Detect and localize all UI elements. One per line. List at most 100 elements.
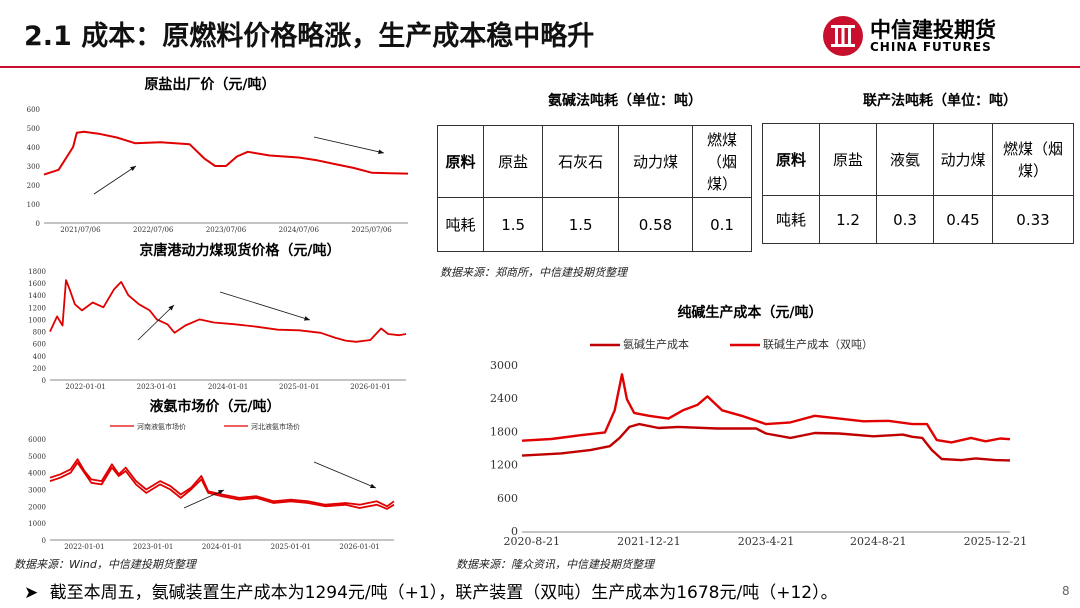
x-tick-label: 2020-8-21: [504, 535, 560, 548]
y-tick-label: 1400: [28, 292, 46, 300]
arrow-head: [130, 166, 136, 172]
y-tick-label: 3000: [28, 487, 46, 495]
table-row-label: 吨耗: [762, 195, 820, 244]
y-tick-label: 100: [27, 201, 40, 209]
x-tick-label: 2025-01-01: [279, 383, 319, 391]
y-tick-label: 6000: [28, 436, 46, 444]
arrow-head: [370, 483, 376, 489]
y-tick-label: 0: [36, 220, 40, 228]
table-cell: 0.1: [692, 197, 752, 252]
page-title: 2.1 成本：原燃料价格略涨，生产成本稳中略升: [24, 21, 595, 52]
y-tick-label: 3000: [490, 359, 518, 372]
ammonia-price-chart: 0 1000 2000 3000 4000 5000 6000 2022-01-01 2023-…: [28, 422, 395, 551]
series-line: [49, 279, 407, 343]
x-tick-label: 2022-01-01: [65, 383, 105, 391]
x-tick-label: 2025/07/06: [351, 226, 392, 234]
y-tick-label: 1000: [28, 316, 46, 324]
chart-title-ammonia: 液氨市场价（元/吨）: [149, 399, 281, 415]
table-cell: 0.45: [933, 195, 993, 244]
y-tick-label: 1800: [28, 268, 46, 276]
trend-arrow: [137, 304, 175, 341]
table-header-cell: 动力煤: [617, 125, 694, 198]
table-header-cell: 原料: [762, 123, 820, 196]
legend-label: 河北液氨市场价: [251, 422, 300, 431]
x-tick-label: 2022-01-01: [64, 543, 104, 551]
arrow-head: [218, 490, 224, 495]
salt-price-chart: 0 100 200 300 400 500 600 2021/07/06 2022/07/06 2…: [27, 106, 409, 234]
y-tick-label: 500: [27, 125, 40, 133]
y-tick-label: 5000: [28, 453, 46, 461]
x-tick-label: 2025-12-21: [964, 535, 1027, 548]
page-number: 8: [1062, 584, 1070, 598]
y-tick-label: 0: [42, 537, 46, 545]
source-soda: 数据来源：隆众资讯，中信建投期货整理: [456, 558, 654, 571]
citic-logo-icon: [823, 16, 863, 56]
x-tick-label: 2023-01-01: [133, 543, 173, 551]
title-divider: [0, 66, 1080, 68]
y-tick-label: 400: [27, 144, 40, 152]
coal-price-chart: 0 200 400 600 800 1000 1200 1400 1600 1800 2022-01…: [28, 268, 407, 391]
chart-title-salt: 原盐出厂价（元/吨）: [144, 77, 276, 93]
company-logo: 中信建投期货 CHINA FUTURES: [822, 14, 1012, 58]
y-tick-label: 2000: [28, 503, 46, 511]
x-tick-label: 2024-8-21: [850, 535, 906, 548]
series-line: [521, 422, 1011, 462]
series-line: [521, 373, 1011, 444]
x-tick-label: 2021/07/06: [60, 226, 101, 234]
table-header-cell: 石灰石: [542, 125, 619, 198]
chart-title-coal: 京唐港动力煤现货价格（元/吨）: [139, 243, 341, 259]
arrow-head: [378, 149, 384, 155]
y-tick-label: 600: [497, 492, 518, 505]
y-tick-label: 1600: [28, 280, 46, 288]
soda-cost-chart: 0 600 1200 1800 2400 3000 2020-8-21 2021-12-21 2…: [490, 337, 1027, 548]
summary-content: 截至本周五，氨碱装置生产成本为1294元/吨（+1），联产装置（双吨）生产成本为…: [49, 583, 838, 603]
y-tick-label: 200: [33, 365, 46, 373]
y-tick-label: 400: [33, 353, 46, 361]
table-row-label: 吨耗: [437, 197, 484, 252]
x-tick-label: 2021-12-21: [617, 535, 680, 548]
arrow-head: [168, 305, 174, 311]
x-tick-label: 2026-01-01: [350, 383, 390, 391]
logo-en: CHINA FUTURES: [870, 40, 992, 54]
y-tick-label: 200: [27, 182, 40, 190]
y-tick-label: 1000: [28, 520, 46, 528]
legend-label: 联碱生产成本（双吨）: [763, 337, 873, 351]
y-tick-label: 0: [42, 377, 46, 385]
x-tick-label: 2024-01-01: [202, 543, 242, 551]
trend-arrow: [93, 165, 137, 195]
y-tick-label: 4000: [28, 470, 46, 478]
table-cell: 1.5: [482, 197, 544, 252]
table-header-cell: 燃煤（烟煤）: [992, 123, 1074, 196]
bullet-icon: ➤: [24, 583, 39, 603]
legend-label: 氨碱生产成本: [623, 337, 689, 351]
y-tick-label: 800: [33, 329, 46, 337]
x-tick-label: 2023/07/06: [206, 226, 247, 234]
x-tick-label: 2024/07/06: [279, 226, 320, 234]
table-header-cell: 原盐: [482, 125, 544, 198]
table-cell: 0.33: [992, 195, 1074, 244]
table-header-cell: 原料: [437, 125, 484, 198]
logo-cn: 中信建投期货: [870, 18, 996, 42]
table-title-joint-soda: 联产法吨耗（单位：吨）: [863, 93, 1017, 109]
y-tick-label: 1200: [28, 304, 46, 312]
ammonia-soda-table: 原料 原盐 石灰石 动力煤 燃煤（烟煤） 吨耗 1.5 1.5 0.58 0.1: [437, 125, 752, 252]
table-cell: 1.5: [542, 197, 619, 252]
x-tick-label: 2024-01-01: [208, 383, 248, 391]
y-tick-label: 2400: [490, 392, 518, 405]
arrow-head: [304, 316, 310, 321]
chart-title-soda: 纯碱生产成本（元/吨）: [677, 305, 823, 321]
series-line: [49, 461, 395, 510]
table-header-cell: 燃煤（烟煤）: [692, 125, 752, 198]
source-left: 数据来源：Wind，中信建投期货整理: [14, 558, 196, 571]
y-tick-label: 0: [511, 525, 518, 538]
x-tick-label: 2026-01-01: [339, 543, 379, 551]
table-header-cell: 原盐: [819, 123, 877, 196]
y-tick-label: 1800: [490, 425, 518, 438]
x-tick-label: 2023-01-01: [137, 383, 177, 391]
table-header-cell: 动力煤: [933, 123, 993, 196]
summary-text: ➤ 截至本周五，氨碱装置生产成本为1294元/吨（+1），联产装置（双吨）生产成…: [24, 578, 838, 603]
source-table: 数据来源：郑商所，中信建投期货整理: [440, 266, 627, 279]
y-tick-label: 600: [27, 106, 40, 114]
trend-arrow: [219, 291, 311, 321]
x-tick-label: 2022/07/06: [133, 226, 174, 234]
